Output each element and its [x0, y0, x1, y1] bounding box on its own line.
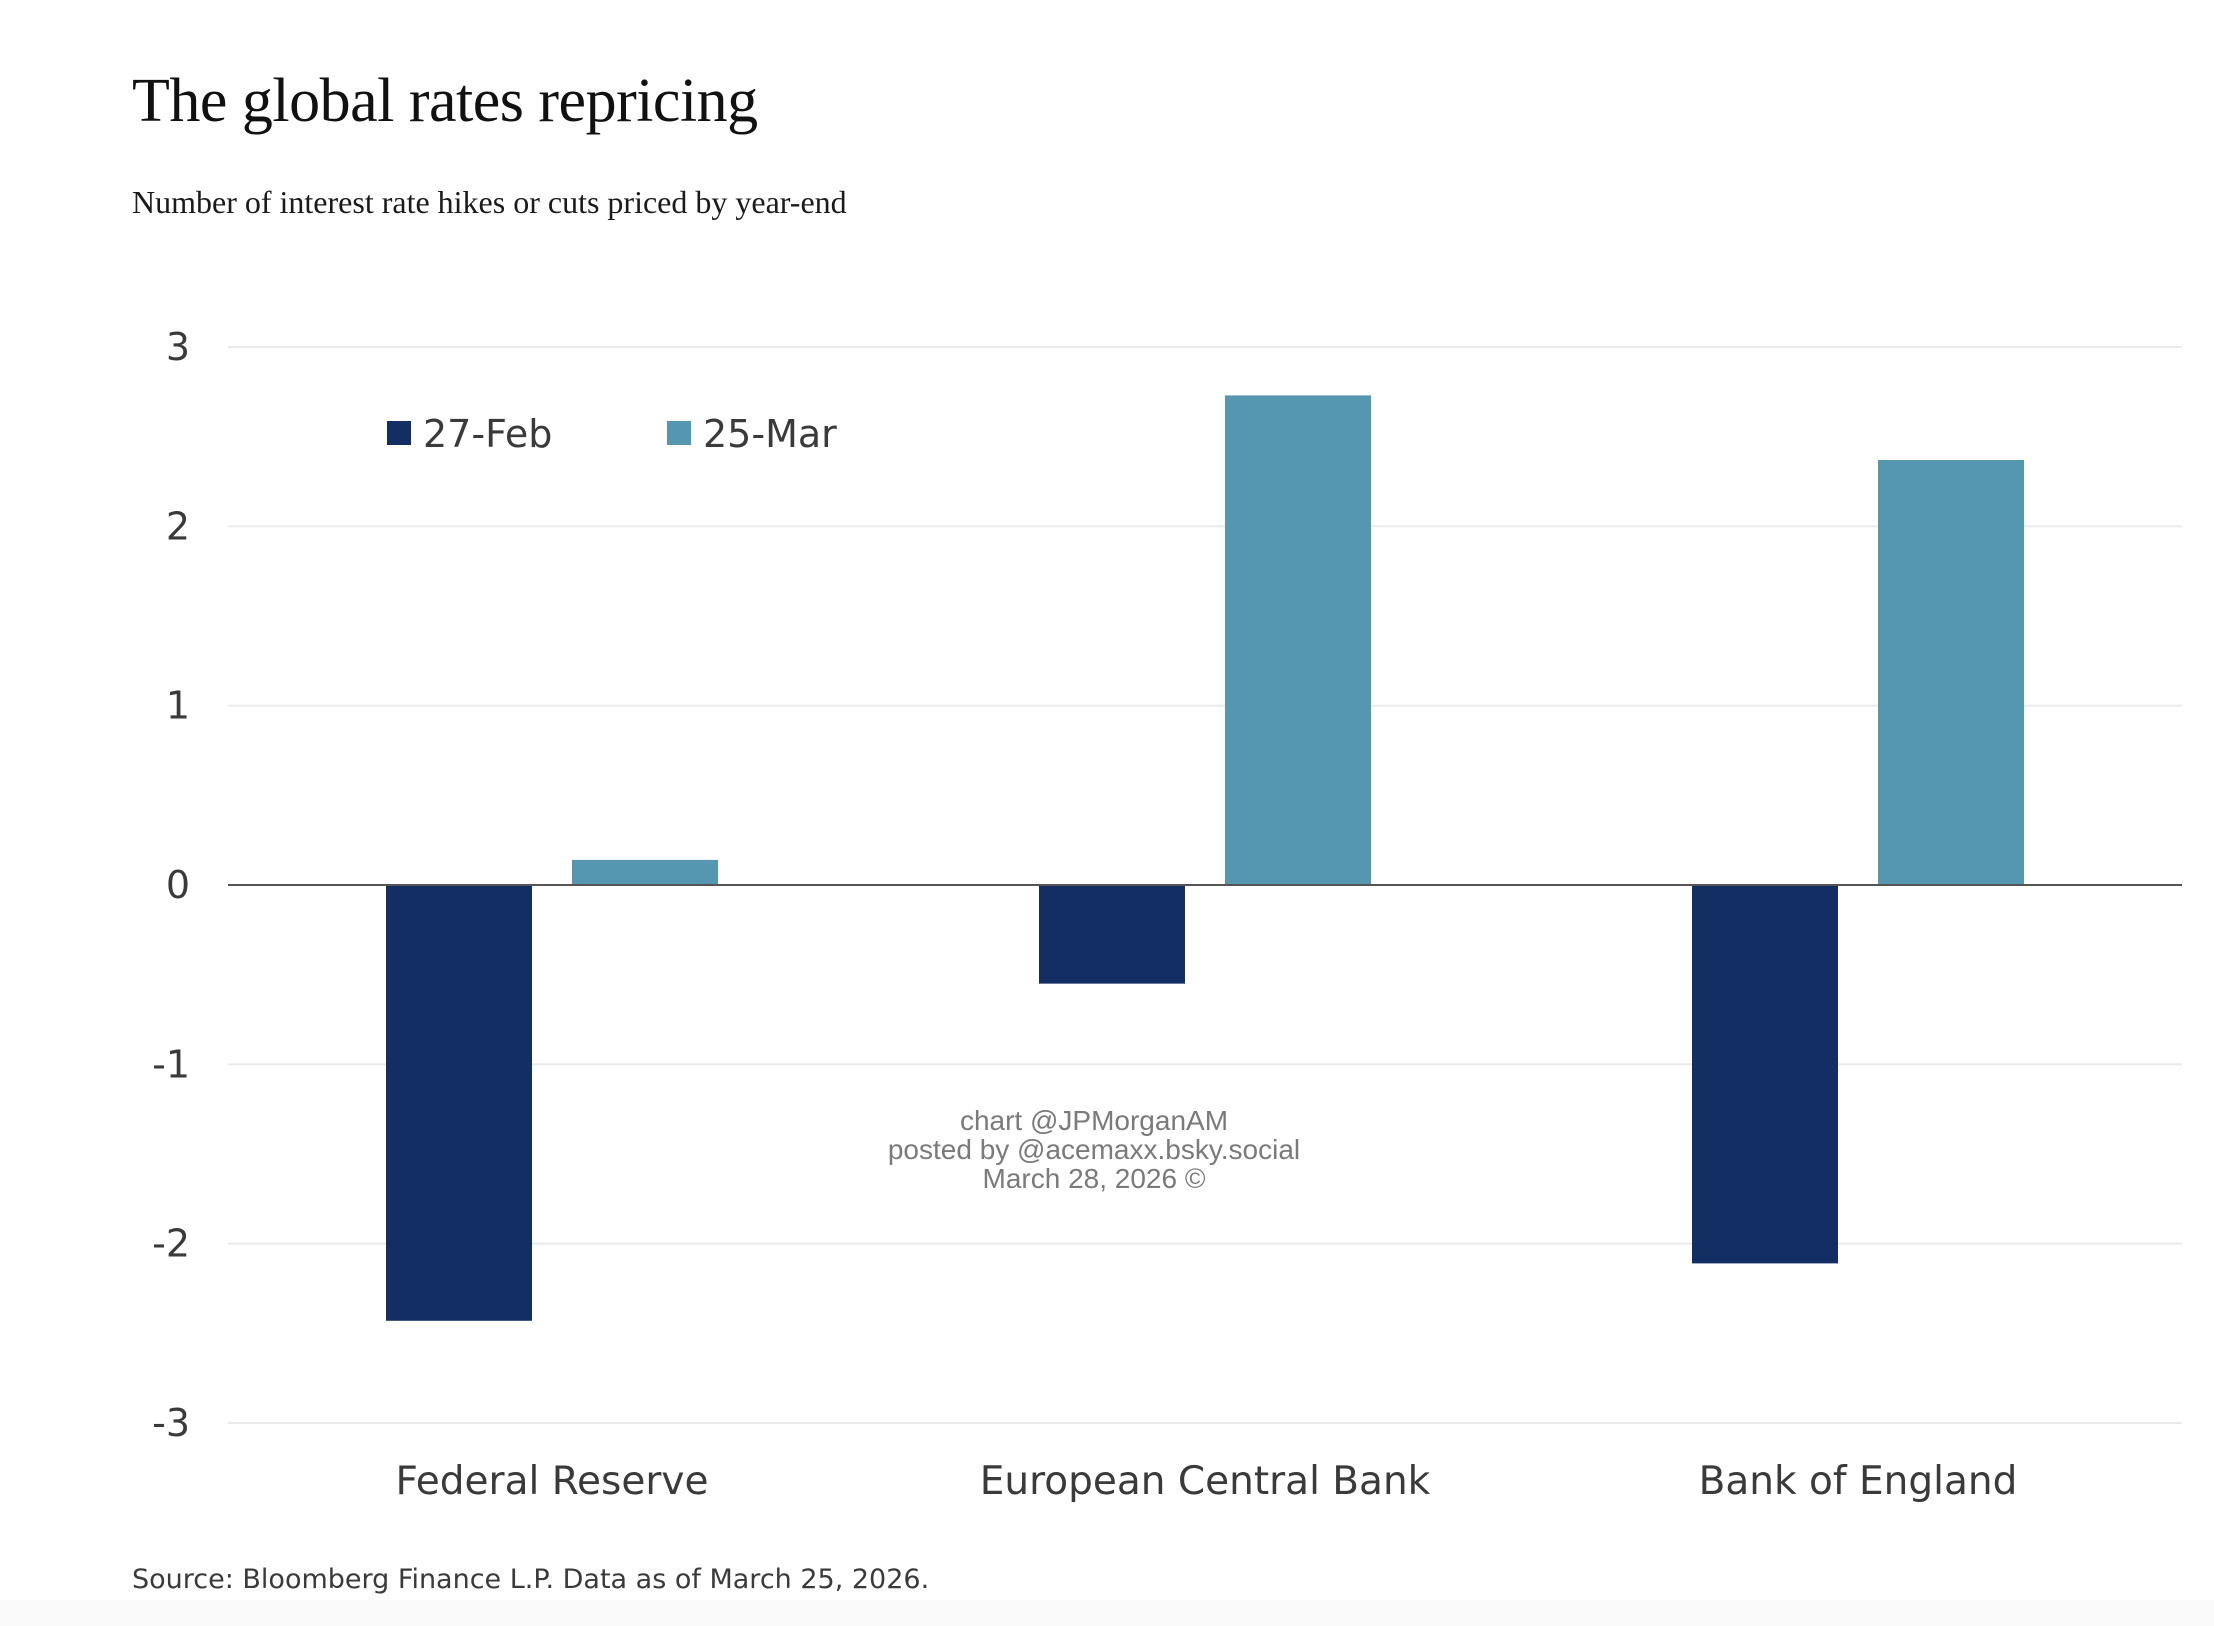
- bars: [386, 395, 2024, 1321]
- legend-swatch-27-feb: [387, 421, 411, 445]
- x-axis-label: Federal Reserve: [396, 1459, 709, 1504]
- watermark-line: chart @JPMorganAM: [960, 1105, 1228, 1136]
- legend-label: 27-Feb: [423, 412, 552, 456]
- bar-25-mar-federal-reserve: [572, 859, 718, 885]
- bar-27-feb-bank-of-england: [1692, 885, 1838, 1264]
- bottom-strip: [0, 1600, 2214, 1626]
- chart-title: The global rates repricing: [132, 67, 758, 135]
- x-axis-labels: Federal Reserve European Central Bank Bank…: [396, 1459, 2018, 1504]
- bar-27-feb-federal-reserve: [386, 885, 532, 1321]
- x-axis-label: European Central Bank: [980, 1459, 1431, 1504]
- watermark-line: March 28, 2026 ©: [983, 1163, 1206, 1194]
- y-tick-label: 3: [166, 325, 190, 369]
- y-tick-label: 0: [166, 863, 190, 907]
- y-tick-label: 1: [166, 684, 190, 728]
- watermark-line: posted by @acemaxx.bsky.social: [888, 1134, 1300, 1165]
- x-axis-label: Bank of England: [1699, 1459, 2018, 1504]
- bar-27-feb-european-central-bank: [1039, 885, 1185, 984]
- legend-swatch-25-mar: [667, 421, 691, 445]
- bar-25-mar-european-central-bank: [1225, 395, 1371, 885]
- y-tick-label: -2: [152, 1222, 190, 1266]
- legend-label: 25-Mar: [703, 412, 837, 456]
- y-tick-label: -3: [152, 1401, 190, 1445]
- y-tick-label: 2: [166, 504, 190, 548]
- chart-subtitle: Number of interest rate hikes or cuts pr…: [132, 184, 847, 220]
- bar-25-mar-bank-of-england: [1878, 459, 2024, 885]
- gridlines: [228, 346, 2182, 1424]
- y-axis-ticks: 3 2 1 0 -1 -2 -3: [152, 325, 190, 1445]
- source-note: Source: Bloomberg Finance L.P. Data as o…: [132, 1564, 930, 1595]
- y-tick-label: -1: [152, 1042, 190, 1086]
- legend: 27-Feb 25-Mar: [387, 412, 837, 456]
